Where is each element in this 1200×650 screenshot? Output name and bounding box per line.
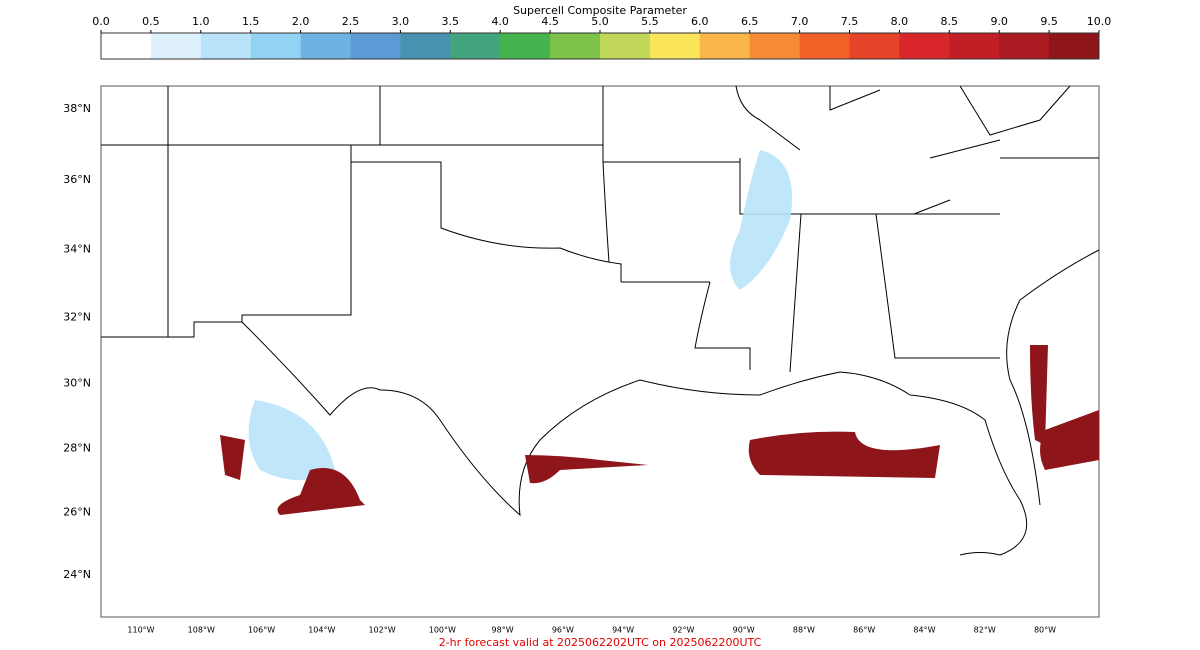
map xyxy=(100,85,1100,618)
colorbar-segment xyxy=(200,33,252,59)
colorbar-tick-label: 3.0 xyxy=(392,15,410,28)
colorbar-segment xyxy=(600,33,651,59)
colorbar-segment xyxy=(649,33,701,59)
lon-label: 96°W xyxy=(552,626,574,635)
colorbar-segment xyxy=(899,33,950,59)
colorbar-tick-label: 4.0 xyxy=(491,15,509,28)
lat-label: 24°N xyxy=(63,568,91,581)
state-borders xyxy=(101,85,1100,556)
colorbar-segment xyxy=(849,33,900,59)
colorbar-tick-label: 10.0 xyxy=(1087,15,1112,28)
map-frame xyxy=(100,85,1100,618)
lon-label: 84°W xyxy=(913,626,935,635)
lat-label: 28°N xyxy=(63,442,91,455)
colorbar-title: Supercell Composite Parameter xyxy=(513,4,687,17)
colorbar-segment xyxy=(699,33,751,59)
colorbar-segment xyxy=(350,33,401,59)
lat-label: 32°N xyxy=(63,310,91,323)
lat-label: 26°N xyxy=(63,505,91,518)
colorbar-segment xyxy=(300,33,351,59)
lat-label: 34°N xyxy=(63,243,91,256)
colorbar-tick-label: 9.5 xyxy=(1040,15,1058,28)
colorbar: 0.0 0.5 1.0 1.5 2.0 2.5 3.0 3.5 4.0 4.5 5.0 5.5 6.0 6… xyxy=(92,15,1112,60)
colorbar-tick-label: 7.0 xyxy=(791,15,809,28)
colorbar-tick-label: 1.5 xyxy=(242,15,260,28)
lon-label: 94°W xyxy=(612,626,634,635)
colorbar-tick-label: 3.5 xyxy=(442,15,460,28)
lat-label: 30°N xyxy=(63,377,91,390)
colorbar-segment xyxy=(799,33,850,59)
colorbar-segment xyxy=(949,33,1000,59)
lon-label: 88°W xyxy=(793,626,815,635)
forecast-footer: 2-hr forecast valid at 2025062202UTC on … xyxy=(439,636,762,649)
lon-label: 82°W xyxy=(974,626,996,635)
colorbar-tick-label: 0.0 xyxy=(92,15,110,28)
latitude-labels: 38°N 36°N 34°N 32°N 30°N 28°N 26°N 24°N xyxy=(63,102,91,581)
lon-label: 102°W xyxy=(368,626,395,635)
lon-label: 98°W xyxy=(492,626,514,635)
colorbar-segment xyxy=(450,33,501,59)
colorbar-segment xyxy=(400,33,451,59)
colorbar-segment xyxy=(999,33,1050,59)
colorbar-segment xyxy=(550,33,601,59)
lon-label: 106°W xyxy=(248,626,275,635)
lon-label: 80°W xyxy=(1034,626,1056,635)
colorbar-tick-label: 4.5 xyxy=(541,15,559,28)
lon-label: 100°W xyxy=(429,626,456,635)
lat-label: 38°N xyxy=(63,102,91,115)
lon-label: 108°W xyxy=(188,626,215,635)
lon-label: 104°W xyxy=(308,626,335,635)
lon-label: 110°W xyxy=(127,626,154,635)
lon-label: 92°W xyxy=(672,626,694,635)
colorbar-tick-label: 6.5 xyxy=(741,15,759,28)
colorbar-segment xyxy=(1049,33,1100,59)
longitude-labels: 110°W 108°W 106°W 104°W 102°W 100°W 98°W 96°W 94… xyxy=(127,626,1056,635)
colorbar-tick-label: 5.0 xyxy=(591,15,609,28)
colorbar-tick-label: 8.0 xyxy=(891,15,909,28)
lat-label: 36°N xyxy=(63,173,91,186)
colorbar-tick-label: 9.0 xyxy=(990,15,1008,28)
colorbar-tick-label: 2.5 xyxy=(342,15,360,28)
colorbar-segment xyxy=(500,33,551,59)
colorbar-tick-label: 5.5 xyxy=(641,15,659,28)
colorbar-tick-label: 2.0 xyxy=(292,15,310,28)
colorbar-tick-label: 7.5 xyxy=(841,15,859,28)
colorbar-tick-label: 6.0 xyxy=(691,15,709,28)
lon-label: 86°W xyxy=(853,626,875,635)
colorbar-segment xyxy=(749,33,801,59)
colorbar-tick-label: 0.5 xyxy=(142,15,160,28)
lon-label: 90°W xyxy=(733,626,755,635)
scp-field xyxy=(220,150,1099,515)
colorbar-tick-label: 1.0 xyxy=(192,15,210,28)
colorbar-segment xyxy=(101,33,152,59)
colorbar-segment xyxy=(150,33,202,59)
colorbar-tick-label: 8.5 xyxy=(941,15,959,28)
colorbar-segment xyxy=(250,33,302,59)
